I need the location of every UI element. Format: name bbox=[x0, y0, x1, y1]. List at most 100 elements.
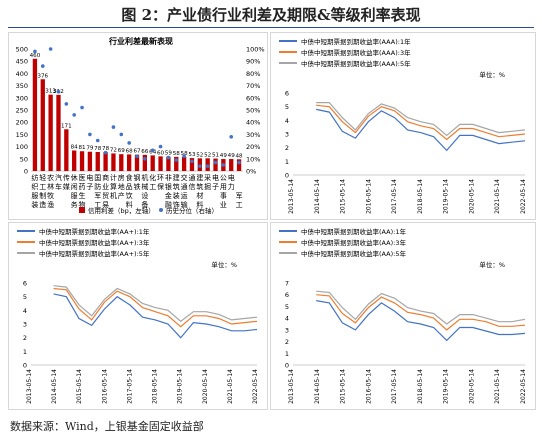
y-axis-tick: 2 bbox=[285, 144, 289, 152]
aa-plus-yield-panel: 中债中短期票据到期收益率(AA+):1年 中债中短期票据到期收益率(AA+):3年… bbox=[8, 222, 268, 410]
x-axis-tick: 2022-05-14 bbox=[520, 179, 527, 214]
spread-bar bbox=[126, 154, 132, 171]
category-char: 务 bbox=[71, 200, 78, 209]
category-char: 信 bbox=[188, 182, 195, 191]
category-char: 料 bbox=[196, 200, 203, 209]
spread-data-label: 48 bbox=[236, 153, 244, 159]
category-char: 业 bbox=[220, 200, 227, 209]
aa-yield-chart: 中债中短期票据到期收益率(AA):1年中债中短期票据到期收益率(AA):3年中债… bbox=[279, 227, 527, 404]
x-axis-tick: 2016-05-14 bbox=[101, 369, 108, 404]
category-char: 采 bbox=[204, 173, 211, 182]
x-axis-tick: 2021-05-14 bbox=[227, 369, 234, 404]
y-axis-tick: 1 bbox=[23, 348, 27, 356]
category-char: 产 bbox=[118, 191, 125, 200]
spread-bar bbox=[72, 150, 77, 171]
category-char: 机 bbox=[110, 191, 117, 200]
x-axis-tick: 2020-05-14 bbox=[202, 369, 209, 404]
category-char: 输 bbox=[181, 200, 188, 209]
spread-bar bbox=[103, 151, 108, 171]
x-axis-tick: 2019-05-14 bbox=[443, 369, 450, 404]
right-axis-tick: 20% bbox=[246, 143, 260, 151]
spread-bar bbox=[134, 154, 140, 171]
category-char: 纺 bbox=[31, 173, 38, 182]
spread-data-label: 78 bbox=[102, 146, 110, 152]
spread-data-label: 51 bbox=[212, 153, 220, 159]
category-char: 食 bbox=[126, 173, 133, 182]
category-char: 渔 bbox=[47, 200, 54, 209]
y-axis-tick: 1 bbox=[285, 350, 289, 358]
spread-data-label: 60 bbox=[157, 150, 165, 156]
percentile-point bbox=[213, 160, 218, 165]
spread-data-label: 52 bbox=[196, 152, 203, 158]
spread-data-label: 68 bbox=[126, 148, 134, 154]
category-char: 闲 bbox=[71, 182, 78, 191]
category-char: 料 bbox=[126, 200, 133, 209]
x-axis-tick: 2017-05-14 bbox=[126, 369, 133, 404]
percentile-point bbox=[119, 132, 124, 137]
y-axis-tick: 0 bbox=[285, 362, 289, 370]
y-axis-tick: 3 bbox=[285, 131, 289, 139]
spread-data-label: 171 bbox=[61, 123, 72, 129]
category-char: 医 bbox=[79, 174, 86, 182]
category-char: 药 bbox=[79, 182, 86, 191]
y-axis-tick: 6 bbox=[285, 291, 289, 299]
spread-bar bbox=[150, 155, 155, 171]
spread-data-label: 58 bbox=[181, 151, 189, 157]
category-char: 装 bbox=[173, 191, 180, 200]
x-axis-tick: 2016-05-14 bbox=[365, 369, 372, 404]
percentile-point bbox=[80, 105, 84, 110]
y-axis-tick: 6 bbox=[285, 90, 289, 98]
x-axis-tick: 2018-05-14 bbox=[417, 369, 424, 404]
unit-label: 单位：% bbox=[211, 260, 237, 269]
spread-data-label: 66 bbox=[141, 149, 149, 155]
category-char: 子 bbox=[212, 183, 219, 191]
yield-series-line bbox=[53, 287, 258, 328]
spread-data-label: 64 bbox=[149, 149, 157, 155]
legend-label: 中债中短期票据到期收益率(AA+):1年 bbox=[39, 227, 150, 236]
spread-data-label: 313 bbox=[45, 89, 56, 95]
spread-data-label: 59 bbox=[165, 151, 173, 157]
category-char: 牧 bbox=[47, 191, 54, 200]
legend-label-percentile: 历史分位（右轴） bbox=[166, 206, 218, 215]
legend-label: 中债中短期票据到期收益率(AA):5年 bbox=[301, 249, 406, 258]
category-char: 房 bbox=[118, 173, 125, 182]
right-axis-tick: 60% bbox=[246, 94, 260, 102]
left-axis-tick: 0 bbox=[24, 168, 28, 176]
percentile-point bbox=[40, 64, 45, 68]
spread-bar-chart: 行业利差最新表现 0 50 100 150 200 250 300 350 400 450 500 0%… bbox=[16, 36, 265, 215]
right-axis-tick: 30% bbox=[246, 131, 260, 139]
category-char: 保 bbox=[157, 182, 164, 191]
unit-label: 单位：% bbox=[479, 70, 505, 79]
spread-bar bbox=[166, 156, 171, 171]
category-char: 铁 bbox=[134, 182, 141, 191]
percentile-point bbox=[56, 89, 61, 94]
category-char: 备 bbox=[141, 200, 148, 209]
category-char: 建 bbox=[196, 173, 203, 182]
percentile-point bbox=[95, 138, 100, 143]
category-char: 电 bbox=[228, 173, 235, 182]
category-char: 国 bbox=[94, 174, 101, 182]
category-char: 商 bbox=[102, 173, 109, 182]
category-char: 物 bbox=[79, 200, 86, 209]
percentile-point bbox=[229, 135, 234, 139]
spread-bar bbox=[158, 156, 163, 171]
category-char: 军 bbox=[236, 192, 243, 200]
category-char: 服 bbox=[71, 192, 78, 200]
x-axis-tick: 2014-05-14 bbox=[314, 369, 321, 404]
spread-bar bbox=[64, 129, 69, 171]
x-axis-tick: 2015-05-14 bbox=[76, 369, 83, 404]
category-char: 非 bbox=[165, 173, 172, 182]
spread-data-label: 69 bbox=[118, 148, 126, 154]
spread-bar bbox=[48, 94, 53, 171]
category-char: 设 bbox=[141, 191, 148, 200]
percentile-point bbox=[150, 148, 155, 153]
spread-bar bbox=[174, 156, 179, 171]
category-char: 品 bbox=[126, 183, 133, 191]
yield-series-line bbox=[316, 294, 526, 331]
x-axis-tick: 2021-05-14 bbox=[494, 369, 501, 404]
category-char: 防 bbox=[94, 182, 101, 191]
spread-bar bbox=[87, 151, 93, 171]
category-char: 服 bbox=[31, 192, 38, 200]
category-char: 车 bbox=[55, 182, 62, 191]
category-char: 饰 bbox=[173, 200, 180, 209]
